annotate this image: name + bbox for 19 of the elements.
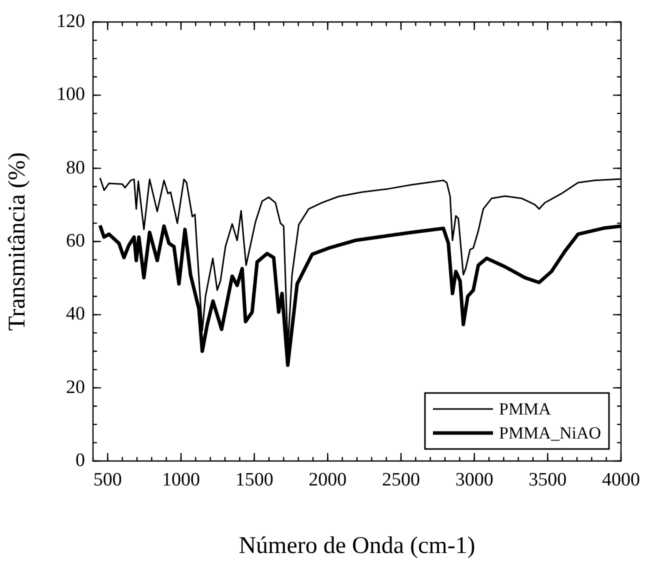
x-tick-label: 3000 (455, 469, 494, 490)
y-tick-label: 100 (56, 84, 85, 106)
x-axis-title: Número de Onda (cm-1) (238, 532, 476, 559)
x-tick-label: 1500 (235, 469, 274, 490)
x-tick-label: 2500 (382, 469, 420, 490)
x-tick-label: 1000 (162, 469, 200, 490)
x-tick-label: 3500 (528, 469, 567, 490)
y-tick-label: 40 (66, 304, 85, 325)
y-tick-label: 120 (56, 10, 85, 32)
y-tick-label: 80 (66, 157, 85, 178)
y-tick-label: 0 (76, 450, 85, 471)
x-tick-label: 4000 (602, 469, 640, 490)
x-tick-label: 2000 (308, 469, 347, 490)
y-tick-label: 60 (66, 230, 85, 252)
legend-label: PMMA (498, 399, 552, 418)
y-tick-label: 20 (66, 376, 85, 398)
legend-label: PMMA_NiAO (498, 423, 602, 442)
y-axis-title: Transmitância (%) (4, 152, 31, 331)
x-tick-label: 500 (93, 469, 122, 490)
